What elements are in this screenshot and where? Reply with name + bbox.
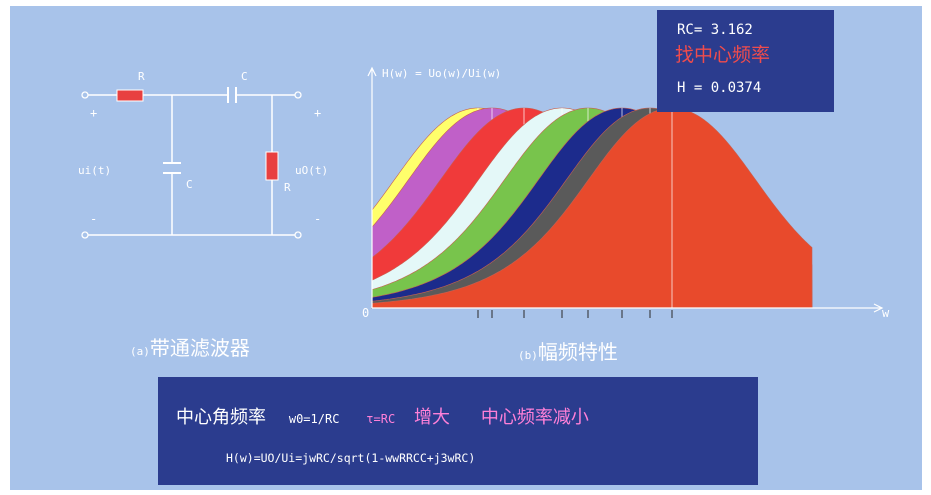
x-axis-arrow [873,303,884,313]
info-panel: RC= 3.162 找中心频率 H = 0.0374 [657,10,834,112]
formula-line-1: 中心角频率 w0=1/RC τ=RC 增大 中心频率减小 [176,403,589,429]
r2-label: R [284,181,291,194]
circuit-caption-text: 带通滤波器 [149,336,250,360]
output-minus-sign: - [314,212,322,226]
transfer-function-formula: H(w)=UO/Ui=jwRC/sqrt(1-wwRRCC+j3wRC) [226,451,476,465]
y-axis-arrow [367,66,377,77]
input-voltage-label: ui(t) [78,164,112,177]
x-axis-label: w [882,306,890,320]
rc-value: RC= 3.162 [677,22,753,38]
output-terminal-top [294,91,302,99]
plot-caption-prefix: (b) [518,349,538,362]
circuit-caption: (a)带通滤波器 [130,332,250,361]
plot-caption-text: 幅频特性 [537,340,618,364]
r1-label: R [138,70,145,83]
input-terminal-top [81,91,89,99]
c2-label: C [186,178,193,191]
center-angular-frequency-label: 中心角频率 [176,407,266,428]
decrease-center-frequency-label: 中心频率减小 [480,407,589,428]
plot-origin-label: 0 [362,306,370,320]
frequency-response-plot [367,66,884,318]
plot-caption: (b)幅频特性 [518,336,618,365]
plot-formula-label: H(w) = Uo(w)/Ui(w) [382,67,502,80]
circuit-diagram [81,87,302,239]
output-voltage-label: uO(t) [295,164,329,177]
c1-label: C [241,70,248,83]
tau-formula: τ=RC [366,412,396,426]
input-plus-sign: + [90,106,98,120]
w0-formula: w0=1/RC [288,412,340,426]
output-terminal-bottom [294,231,302,239]
resistor-r2 [265,151,279,181]
circuit-caption-prefix: (a) [130,345,150,358]
h-value: H = 0.0374 [677,80,762,96]
slide-canvas: R C C R + - + - ui(t) uO(t) (a)带通滤波器 H(w… [10,6,922,490]
input-minus-sign: - [90,212,98,226]
resistor-r1 [116,89,144,102]
output-plus-sign: + [314,106,322,120]
find-center-frequency-label: 找中心频率 [675,44,771,66]
increase-label: 增大 [414,407,451,428]
formula-panel: 中心角频率 w0=1/RC τ=RC 增大 中心频率减小 H(w)=UO/Ui=… [158,377,758,485]
input-terminal-bottom [81,231,89,239]
response-curve-8 [371,107,813,309]
